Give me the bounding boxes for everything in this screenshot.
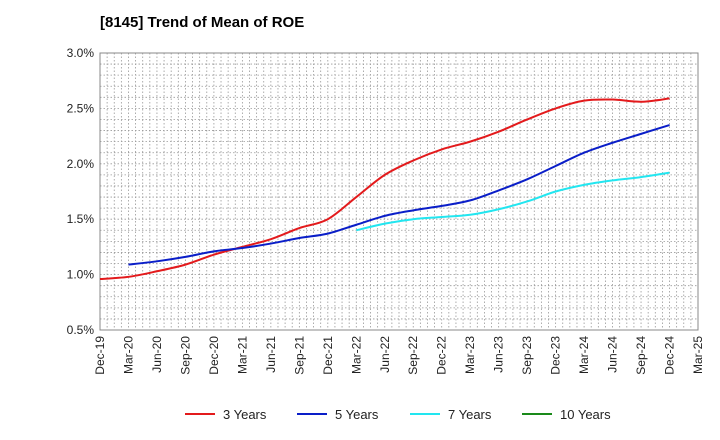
series-lines [99, 97, 670, 281]
x-tick-label: Dec-20 [207, 336, 221, 375]
legend-label: 7 Years [448, 407, 492, 422]
x-tick-label: Dec-19 [93, 336, 107, 375]
series-line-5-years [128, 124, 670, 266]
y-tick-label: 1.0% [67, 268, 95, 282]
legend-label: 5 Years [335, 407, 379, 422]
x-tick-label: Sep-23 [520, 336, 534, 375]
y-axis-labels: 0.5% 1.0% 1.5% 2.0% 2.5% 3.0% [67, 46, 95, 337]
x-tick-label: Dec-23 [549, 336, 563, 375]
legend-label: 10 Years [560, 407, 611, 422]
x-tick-label: Jun-21 [264, 336, 278, 373]
x-tick-label: Mar-23 [463, 336, 477, 374]
legend-label: 3 Years [223, 407, 267, 422]
x-tick-label: Jun-24 [606, 336, 620, 373]
chart-title: [8145] Trend of Mean of ROE [100, 14, 305, 31]
legend: 3 Years 5 Years 7 Years 10 Years [185, 407, 611, 422]
series-line-7-years [356, 171, 670, 232]
x-tick-label: Mar-21 [235, 336, 249, 374]
series-line-3-years [99, 97, 670, 281]
x-tick-label: Dec-21 [321, 336, 335, 375]
x-tick-label: Dec-22 [435, 336, 449, 375]
plot-area-border [99, 52, 699, 331]
y-tick-label: 0.5% [67, 323, 95, 337]
x-tick-label: Sep-24 [634, 336, 648, 375]
x-tick-label: Mar-24 [577, 336, 591, 374]
x-tick-label: Mar-22 [349, 336, 363, 374]
x-tick-label: Jun-22 [378, 336, 392, 373]
x-tick-label: Dec-24 [663, 336, 677, 375]
grid-lines [100, 53, 698, 330]
y-tick-label: 2.0% [67, 157, 95, 171]
x-tick-label: Sep-21 [292, 336, 306, 375]
y-tick-label: 2.5% [67, 101, 95, 115]
x-tick-label: Mar-20 [121, 336, 135, 374]
x-tick-label: Sep-20 [178, 336, 192, 375]
x-tick-label: Mar-25 [691, 336, 705, 374]
x-axis-labels: Dec-19 Mar-20 Jun-20 Sep-20 Dec-20 Mar-21 Jun-… [93, 336, 705, 375]
y-tick-label: 3.0% [67, 46, 95, 60]
x-tick-label: Sep-22 [406, 336, 420, 375]
x-tick-label: Jun-20 [150, 336, 164, 373]
y-tick-label: 1.5% [67, 212, 95, 226]
x-tick-label: Jun-23 [492, 336, 506, 373]
